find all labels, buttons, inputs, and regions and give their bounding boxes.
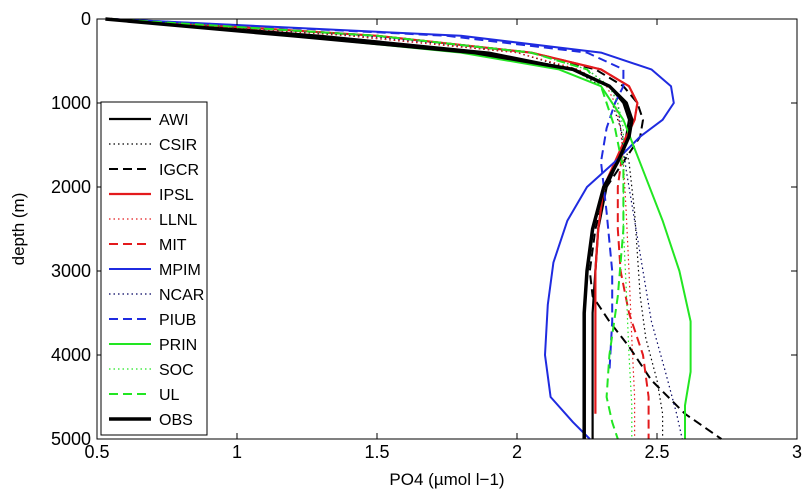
series-line-mpim xyxy=(110,18,675,440)
tick-labels: 0.5 1 1.5 2 2.5 3 0 1000 2000 3000 4000 5000 xyxy=(51,9,802,462)
y-tick-label: 2000 xyxy=(51,177,91,197)
x-tick-label: 0.5 xyxy=(84,442,109,462)
legend-label: UL xyxy=(159,387,180,404)
series-line-ul xyxy=(110,18,625,440)
legend-label: MIT xyxy=(159,237,187,254)
x-tick-label: 2 xyxy=(512,442,522,462)
y-tick-label: 3000 xyxy=(51,261,91,281)
x-tick-label: 1 xyxy=(232,442,242,462)
legend-label: PIUB xyxy=(159,312,196,329)
legend-label: SOC xyxy=(159,362,194,379)
legend-label: PRIN xyxy=(159,337,197,354)
y-tick-label: 5000 xyxy=(51,429,91,449)
legend-label: AWI xyxy=(159,112,189,129)
series-line-obs xyxy=(105,17,634,439)
y-tick-label: 4000 xyxy=(51,345,91,365)
legend-label: CSIR xyxy=(159,137,197,154)
x-tick-label: 1.5 xyxy=(364,442,389,462)
legend-label: LLNL xyxy=(159,212,197,229)
legend-label: NCAR xyxy=(159,287,204,304)
series-line-soc xyxy=(110,18,633,439)
legend-label: IPSL xyxy=(159,187,194,204)
x-tick-label: 3 xyxy=(792,442,802,462)
legend-label: MPIM xyxy=(159,262,201,279)
y-tick-label: 1000 xyxy=(51,93,91,113)
legend-label: IGCR xyxy=(159,162,199,179)
x-axis-label: PO4 (µmol l−1) xyxy=(389,470,504,489)
legend-label: OBS xyxy=(159,412,193,429)
legend: AWI CSIR IGCR IPSL LLNL MIT MPIM NCAR PIUB PRIN SO… xyxy=(100,101,208,436)
y-axis-label: depth (m) xyxy=(9,193,28,266)
plot-frame xyxy=(96,18,798,440)
y-tick-label: 0 xyxy=(81,9,91,29)
x-tick-label: 2.5 xyxy=(644,442,669,462)
plot-lines xyxy=(105,17,722,440)
